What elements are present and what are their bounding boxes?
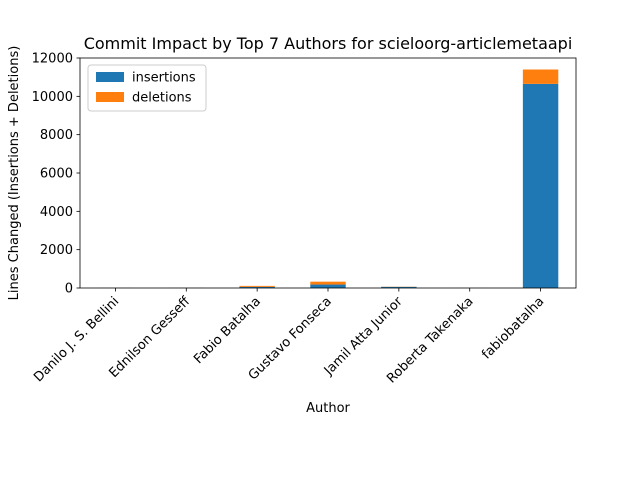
bar-insertions <box>239 286 275 288</box>
legend-label-deletions: deletions <box>132 91 192 106</box>
bar-deletions <box>522 69 559 84</box>
y-tick-label: 12000 <box>32 52 73 67</box>
x-tick-label: Fabio Batalha <box>191 294 264 367</box>
legend-swatch-insertions <box>96 72 124 82</box>
y-axis-label: Lines Changed (Insertions + Deletions) <box>7 46 22 301</box>
bar-deletions <box>310 281 346 285</box>
y-tick-label: 2000 <box>40 243 73 258</box>
legend-swatch-deletions <box>96 92 124 102</box>
legend: insertions deletions <box>87 64 207 112</box>
bar-insertions <box>522 83 559 288</box>
chart-title: Commit Impact by Top 7 Authors for sciel… <box>84 34 573 53</box>
y-tick-label: 4000 <box>40 205 73 220</box>
bar-insertions <box>381 286 417 288</box>
legend-label-insertions: insertions <box>132 71 196 86</box>
y-tick-label: 8000 <box>40 128 73 143</box>
x-axis-label: Author <box>306 401 350 416</box>
y-tick-label: 6000 <box>40 167 73 182</box>
x-tick-label: fabiobatalha <box>479 294 547 362</box>
bar-insertions <box>310 284 346 288</box>
y-tick-label: 10000 <box>32 90 73 105</box>
bar-deletions <box>239 285 275 287</box>
y-tick-label: 0 <box>65 282 73 297</box>
